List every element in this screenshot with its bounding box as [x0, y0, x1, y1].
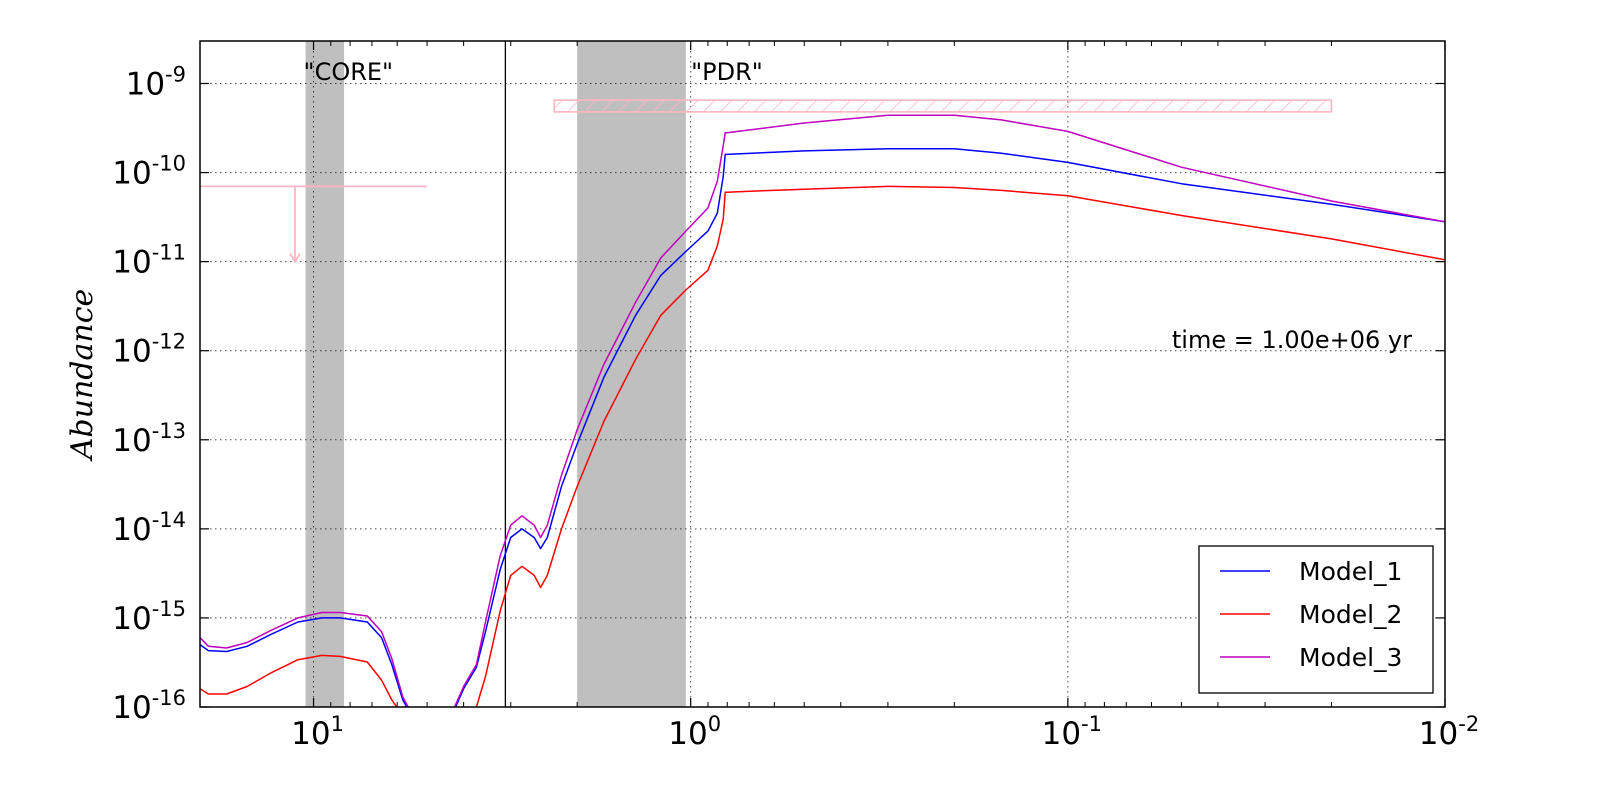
- y-tick-label: 10-12: [112, 330, 186, 370]
- grid: [200, 41, 1445, 707]
- region-labels: "CORE" "PDR": [304, 58, 763, 86]
- legend-label-3: Model_3: [1299, 643, 1402, 672]
- y-tick-label: 10-11: [112, 241, 186, 281]
- shaded-region-1: [305, 41, 345, 707]
- x-tick-label: 10-2: [1419, 712, 1479, 752]
- x-tick-label: 101: [291, 712, 344, 752]
- region-label-1: "CORE": [304, 58, 394, 86]
- axis-ticks: [199, 41, 1446, 708]
- x-tick-label: 10-1: [1042, 712, 1102, 752]
- upper-limit-arrow-head: [289, 253, 301, 264]
- y-tick-label: 10-14: [112, 508, 186, 548]
- x-tick-label: 100: [668, 712, 721, 752]
- time-annotation: time = 1.00e+06 yr: [1172, 326, 1412, 354]
- legend-label-1: Model_1: [1299, 557, 1402, 586]
- y-tick-label: 10-10: [112, 152, 186, 192]
- legend: Model_1 Model_2 Model_3: [1198, 545, 1434, 694]
- series-line-model-3: [200, 114, 1445, 707]
- shaded-region-2: [577, 41, 686, 707]
- series-line-model-2: [200, 185, 1445, 707]
- series-line-model-1: [200, 148, 1445, 707]
- shaded-regions: [305, 41, 686, 707]
- tick-labels: 10-16 10-15 10-14 10-13 10-12 10-11 10-10 10-9 1…: [112, 62, 1479, 752]
- y-tick-label: 10-15: [112, 597, 186, 637]
- region-label-2: "PDR": [691, 58, 763, 86]
- observed-range-band: [553, 99, 1333, 113]
- observations: [200, 99, 1333, 264]
- y-axis-label: Abundance: [65, 289, 100, 462]
- y-tick-label: 10-9: [126, 62, 186, 102]
- y-tick-label: 10-13: [112, 419, 186, 459]
- legend-label-2: Model_2: [1299, 600, 1402, 629]
- series-lines: [200, 114, 1445, 707]
- plot-frame: [199, 40, 1446, 708]
- y-tick-label: 10-16: [112, 686, 186, 726]
